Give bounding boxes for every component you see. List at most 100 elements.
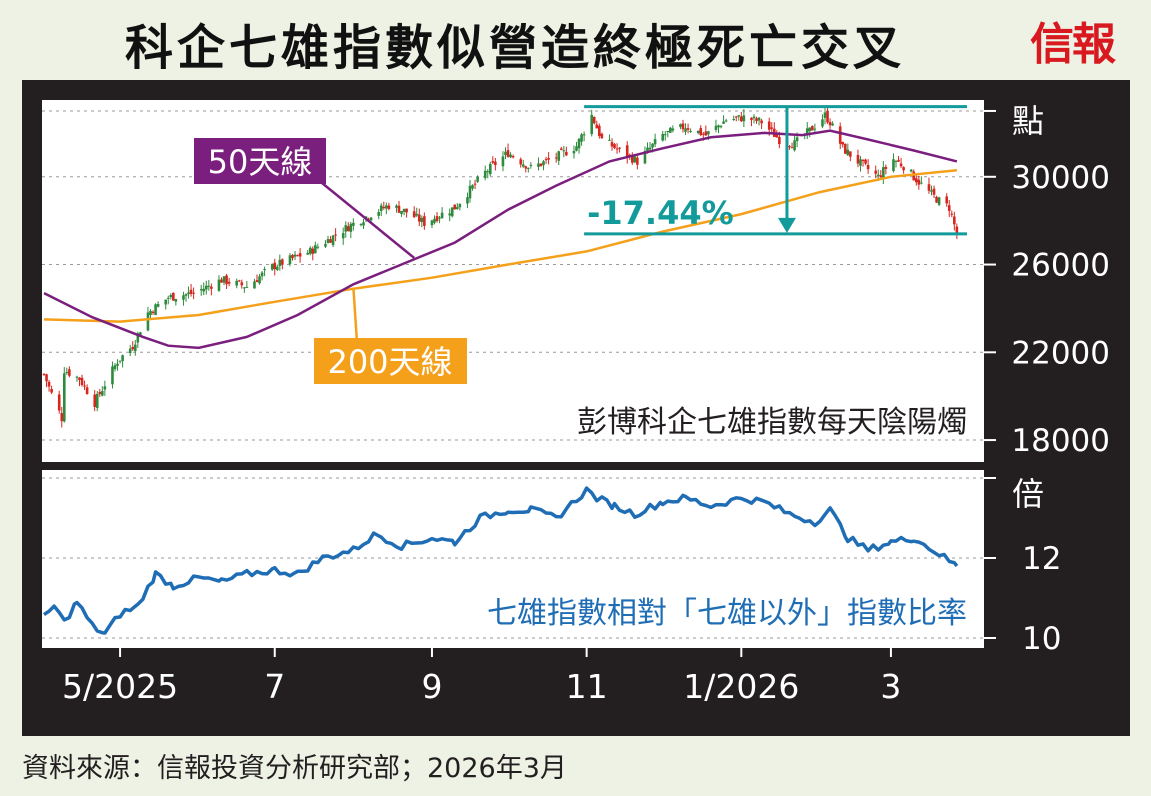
candle (547, 152, 550, 165)
candle-body (192, 292, 195, 294)
candle-body (618, 147, 621, 149)
candle (75, 375, 79, 382)
candle-body (689, 130, 692, 132)
candle (164, 299, 168, 310)
candle (151, 310, 155, 315)
candle (450, 207, 454, 218)
candle-body (131, 347, 135, 350)
candle (821, 114, 824, 129)
chart-frame: -17.44% 50天線 200天線 18000 22000 26000 30000 10 1… (22, 80, 1130, 736)
candle (663, 131, 667, 141)
candle-body (537, 163, 540, 167)
candle (387, 202, 391, 211)
candle-body (633, 156, 637, 163)
candle-body (846, 149, 850, 156)
candle (417, 208, 421, 227)
candle (359, 223, 363, 227)
candle (291, 254, 294, 261)
candle (258, 274, 261, 285)
candle-body (341, 233, 345, 239)
candle-body (707, 131, 710, 135)
candle-body (557, 151, 561, 161)
candle (879, 170, 883, 180)
candle-body (182, 295, 185, 300)
candle-body (790, 147, 794, 149)
candle-body (681, 123, 685, 130)
candle (440, 207, 444, 219)
candle (897, 155, 900, 163)
candle (955, 223, 959, 240)
candle (610, 138, 614, 151)
candle (598, 123, 601, 139)
candle-body (133, 344, 137, 352)
candle (737, 114, 741, 121)
drawdown-arrow-head (777, 217, 796, 233)
candle-body (575, 146, 578, 151)
candle-body (329, 239, 332, 243)
candle-body (331, 235, 335, 246)
candle (841, 141, 845, 148)
candle (811, 125, 814, 131)
candle (527, 167, 530, 173)
candle (131, 341, 135, 351)
candle (149, 309, 152, 319)
candle (118, 360, 122, 364)
candle-body (139, 332, 142, 336)
candle-body (669, 127, 672, 133)
candle-body (760, 120, 763, 124)
candle (861, 159, 865, 167)
candle-body (630, 155, 634, 163)
ma200-label-box (314, 338, 467, 384)
candle-body (544, 159, 548, 161)
candle-body (521, 164, 525, 167)
x-tick-label: 3 (880, 667, 901, 706)
candle-body (859, 159, 862, 166)
candle (405, 208, 408, 218)
candle-body (405, 208, 408, 213)
candle-body (600, 133, 604, 139)
candle-body (483, 170, 487, 179)
candle-body (778, 136, 781, 145)
candle (757, 116, 761, 126)
ma200-line (43, 168, 958, 323)
candle-body (62, 373, 66, 422)
candle (45, 373, 48, 388)
candle-body (306, 252, 310, 255)
candle (448, 208, 452, 222)
candle (950, 210, 954, 218)
candle-body (237, 280, 241, 282)
candle (253, 278, 256, 289)
candle (565, 146, 568, 157)
candle (288, 253, 292, 267)
candle (227, 277, 231, 287)
candle (575, 141, 578, 152)
candle (932, 185, 936, 199)
candle (101, 386, 104, 397)
ma50-label: 50天線 (208, 143, 313, 181)
candle (884, 164, 888, 175)
candle (103, 380, 107, 396)
candle-body (666, 130, 670, 132)
candle-body (953, 216, 956, 225)
candle (501, 151, 505, 172)
candle-body (539, 163, 543, 166)
candle (600, 132, 604, 139)
candle-body (529, 164, 533, 166)
candle (894, 159, 898, 168)
candle-body (83, 385, 86, 387)
ratio-line (43, 486, 959, 635)
candle-body (740, 116, 743, 122)
candle-body (204, 285, 208, 290)
candle (476, 175, 479, 183)
candle-body (415, 213, 419, 216)
candle (314, 241, 317, 254)
candle (237, 279, 241, 282)
candle (111, 361, 114, 389)
candle (57, 390, 61, 414)
y-tick-label: 30000 (1011, 160, 1110, 196)
candle (595, 120, 599, 129)
candle (98, 389, 102, 397)
candle (172, 292, 175, 301)
candle-body (615, 148, 619, 150)
candle-body (884, 166, 888, 169)
